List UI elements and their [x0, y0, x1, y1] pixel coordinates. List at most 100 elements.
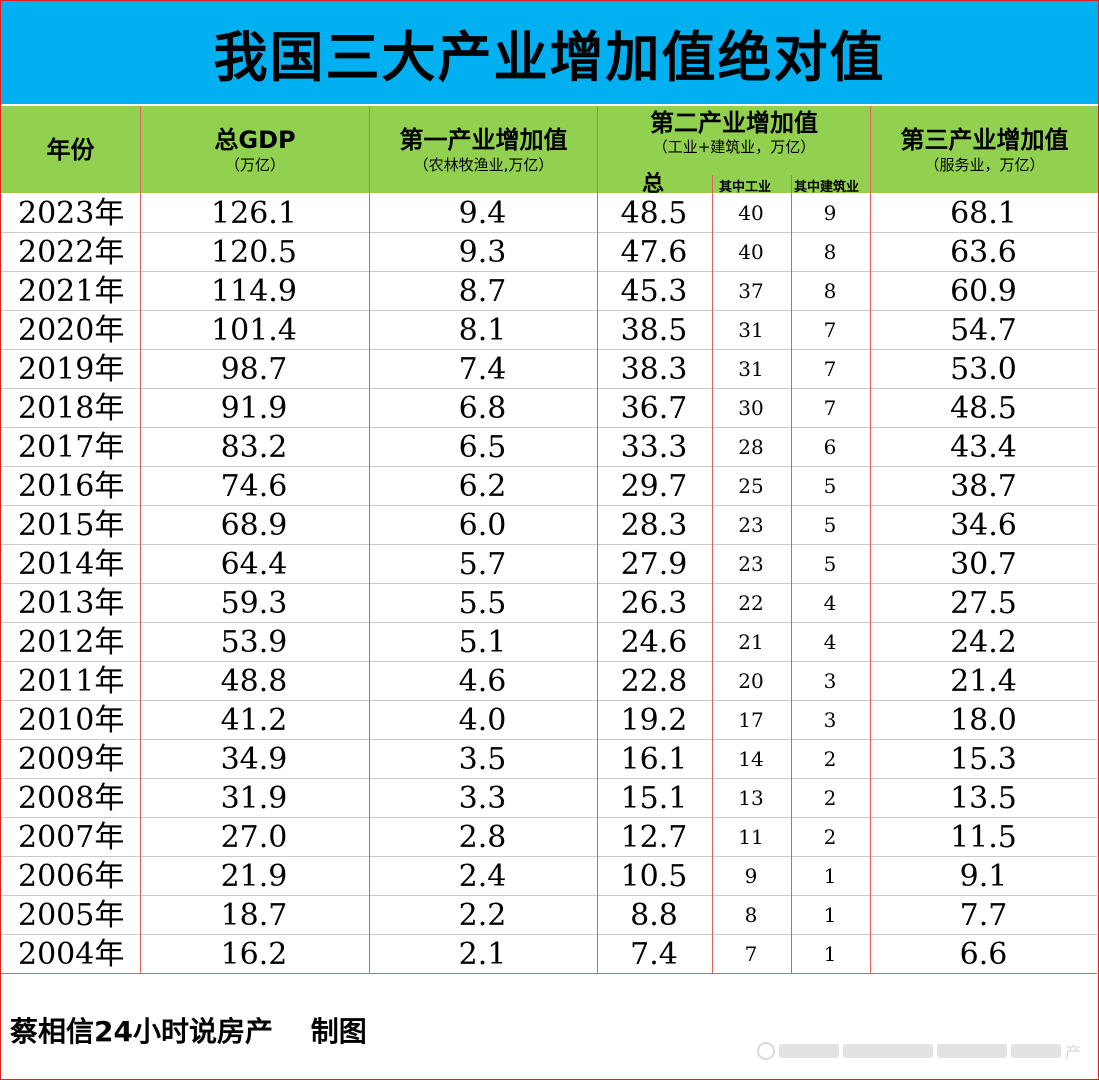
cell-year: 2014年 — [18, 547, 125, 582]
cell-construction: 8 — [823, 240, 837, 264]
cell-secondary-total: 22.8 — [620, 664, 688, 699]
cell-construction: 6 — [823, 435, 837, 459]
cell-tertiary: 48.5 — [950, 391, 1017, 426]
cell-construction: 1 — [823, 942, 837, 966]
cell-industry: 14 — [738, 747, 764, 771]
cell-industry: 17 — [738, 708, 764, 732]
cell-primary: 6.8 — [458, 391, 507, 426]
cell-year: 2016年 — [18, 469, 125, 504]
cell-primary: 6.5 — [458, 430, 507, 465]
cell-construction: 2 — [823, 825, 837, 849]
cell-industry: 21 — [738, 630, 764, 654]
cell-secondary-total: 8.8 — [630, 898, 678, 933]
cell-tertiary: 6.6 — [959, 937, 1008, 972]
cell-year: 2011年 — [18, 664, 125, 699]
header-primary-label: 第一产业增加值 — [399, 125, 568, 154]
cell-gdp: 74.6 — [220, 469, 288, 504]
cell-construction: 7 — [823, 396, 837, 420]
header-secondary-construction: 其中建筑业 — [794, 180, 860, 195]
cell-primary: 4.6 — [458, 664, 507, 699]
cell-secondary-total: 48.5 — [620, 196, 688, 231]
cell-tertiary: 11.5 — [950, 820, 1017, 855]
row-divider — [1, 739, 1097, 740]
row-divider — [1, 622, 1097, 623]
cell-construction: 7 — [823, 357, 837, 381]
cell-industry: 31 — [738, 318, 764, 342]
cell-year: 2022年 — [18, 235, 125, 270]
cell-year: 2018年 — [18, 391, 125, 426]
header-tertiary-label: 第三产业增加值 — [900, 125, 1069, 154]
cell-primary: 5.5 — [458, 586, 507, 621]
cell-secondary-total: 47.6 — [620, 235, 688, 270]
cell-gdp: 27.0 — [220, 820, 288, 855]
cell-industry: 23 — [738, 513, 764, 537]
row-divider — [1, 349, 1097, 350]
cell-secondary-total: 24.6 — [620, 625, 688, 660]
cell-tertiary: 18.0 — [950, 703, 1017, 738]
cell-construction: 4 — [823, 630, 837, 654]
cell-construction: 9 — [823, 201, 837, 225]
cell-gdp: 114.9 — [211, 274, 297, 309]
cell-year: 2008年 — [18, 781, 125, 816]
row-divider — [1, 895, 1097, 896]
header-secondary-industry: 其中工业 — [719, 180, 772, 195]
header-secondary-label: 第二产业增加值 — [650, 109, 818, 137]
cell-industry: 22 — [738, 591, 764, 615]
cell-secondary-total: 10.5 — [620, 859, 688, 894]
row-divider — [1, 232, 1097, 233]
row-divider — [1, 271, 1097, 272]
cell-tertiary: 38.7 — [950, 469, 1017, 504]
header-primary: 第一产业增加值 （农林牧渔业,万亿） — [370, 106, 597, 193]
column-divider — [369, 106, 370, 974]
column-divider — [791, 175, 792, 974]
cell-construction: 2 — [823, 786, 837, 810]
cell-gdp: 101.4 — [211, 313, 297, 348]
watermark: 产 — [757, 1040, 1087, 1062]
cell-year: 2019年 — [18, 352, 125, 387]
cell-industry: 30 — [738, 396, 764, 420]
watermark-logo-icon — [757, 1042, 775, 1060]
cell-gdp: 120.5 — [211, 235, 297, 270]
cell-primary: 5.7 — [458, 547, 507, 582]
cell-primary: 2.2 — [458, 898, 507, 933]
header-secondary: 第二产业增加值 （工业+建筑业，万亿） — [598, 108, 870, 168]
cell-year: 2004年 — [18, 937, 125, 972]
cell-gdp: 48.8 — [220, 664, 288, 699]
column-divider — [712, 175, 713, 974]
cell-tertiary: 27.5 — [950, 586, 1017, 621]
cell-tertiary: 53.0 — [950, 352, 1017, 387]
cell-secondary-total: 29.7 — [620, 469, 688, 504]
cell-construction: 8 — [823, 279, 837, 303]
cell-primary: 2.8 — [458, 820, 507, 855]
cell-primary: 8.7 — [458, 274, 507, 309]
cell-secondary-total: 16.1 — [620, 742, 688, 777]
cell-year: 2005年 — [18, 898, 125, 933]
column-divider — [140, 106, 141, 974]
cell-construction: 7 — [823, 318, 837, 342]
chart-title: 我国三大产业增加值绝对值 — [213, 26, 886, 89]
cell-year: 2009年 — [18, 742, 125, 777]
cell-primary: 8.1 — [458, 313, 507, 348]
cell-secondary-total: 19.2 — [620, 703, 688, 738]
cell-secondary-total: 28.3 — [620, 508, 688, 543]
header-tertiary-unit: （服务业，万亿） — [924, 155, 1045, 174]
cell-primary: 6.2 — [458, 469, 507, 504]
cell-gdp: 64.4 — [220, 547, 288, 582]
cell-tertiary: 15.3 — [950, 742, 1017, 777]
cell-secondary-total: 12.7 — [620, 820, 688, 855]
cell-year: 2012年 — [18, 625, 125, 660]
cell-construction: 2 — [823, 747, 837, 771]
cell-secondary-total: 7.4 — [630, 937, 678, 972]
cell-year: 2017年 — [18, 430, 125, 465]
cell-year: 2006年 — [18, 859, 125, 894]
header-primary-unit: （农林牧渔业,万亿） — [413, 155, 554, 174]
table-header: 年份 总GDP （万亿） 第一产业增加值 （农林牧渔业,万亿） 第二产业增加值 … — [1, 106, 1098, 197]
cell-industry: 7 — [744, 942, 758, 966]
cell-tertiary: 43.4 — [950, 430, 1017, 465]
cell-gdp: 91.9 — [220, 391, 288, 426]
header-secondary-total: 总 — [642, 172, 665, 197]
cell-industry: 37 — [738, 279, 764, 303]
cell-gdp: 31.9 — [220, 781, 288, 816]
cell-secondary-total: 36.7 — [620, 391, 688, 426]
cell-tertiary: 9.1 — [959, 859, 1008, 894]
